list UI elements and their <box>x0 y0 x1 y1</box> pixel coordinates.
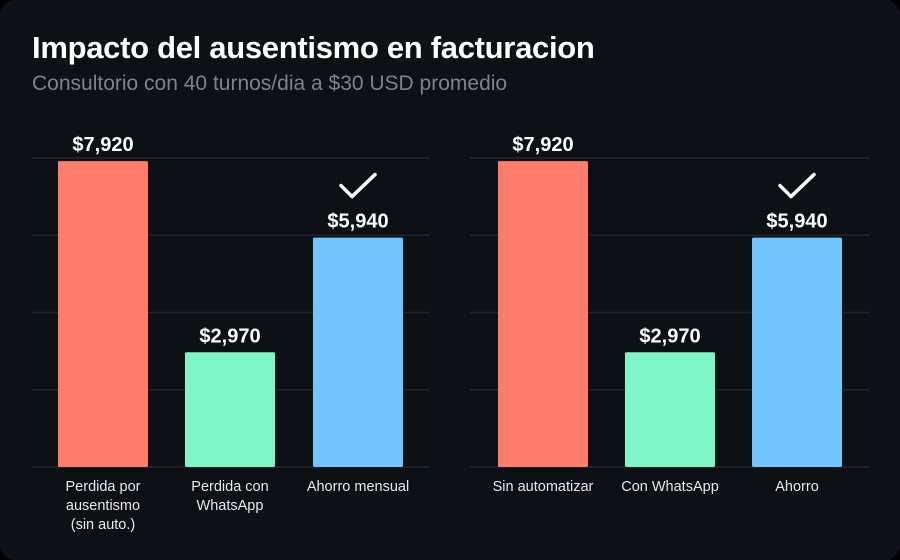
data-label: $7,920 <box>512 134 573 156</box>
category-label: Ahorro <box>775 479 819 495</box>
category-label: (sin auto.) <box>71 517 135 533</box>
checkmark-icon <box>339 172 377 199</box>
data-label: $2,970 <box>199 325 260 347</box>
chart-title: Impacto del ausentismo en facturacion <box>32 30 595 65</box>
chart-subtitle: Consultorio con 40 turnos/dia a $30 USD … <box>32 72 508 95</box>
data-label: $5,940 <box>327 211 388 233</box>
bar <box>313 237 403 467</box>
bar <box>58 161 148 467</box>
category-label: Perdida por <box>66 479 141 495</box>
bar <box>498 161 588 467</box>
data-label: $7,920 <box>72 134 133 156</box>
category-label: Ahorro mensual <box>307 479 409 495</box>
category-label: WhatsApp <box>197 498 264 514</box>
category-label: Con WhatsApp <box>621 479 719 495</box>
bar <box>185 352 275 467</box>
category-label: Sin automatizar <box>493 479 594 495</box>
bar <box>752 237 842 467</box>
category-label: Perdida con <box>191 479 268 495</box>
data-label: $2,970 <box>639 325 700 347</box>
category-label: ausentismo <box>66 498 140 514</box>
data-label: $5,940 <box>766 211 827 233</box>
checkmark-icon <box>778 172 816 199</box>
bar <box>625 352 715 467</box>
